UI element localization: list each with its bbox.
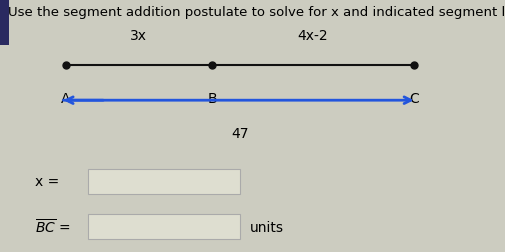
FancyBboxPatch shape (0, 0, 9, 45)
Text: 4x-2: 4x-2 (298, 29, 328, 43)
Text: units: units (250, 220, 284, 234)
FancyBboxPatch shape (88, 214, 240, 239)
FancyBboxPatch shape (88, 169, 240, 194)
Text: 47: 47 (231, 126, 248, 140)
Text: C: C (409, 92, 419, 106)
Text: x =: x = (35, 174, 60, 188)
Text: $\overline{BC}$ =: $\overline{BC}$ = (35, 218, 71, 236)
Text: B: B (207, 92, 217, 106)
Text: 3x: 3x (130, 29, 147, 43)
Text: Use the segment addition postulate to solve for x and indicated segment length.: Use the segment addition postulate to so… (8, 6, 505, 19)
Text: A: A (61, 92, 70, 106)
